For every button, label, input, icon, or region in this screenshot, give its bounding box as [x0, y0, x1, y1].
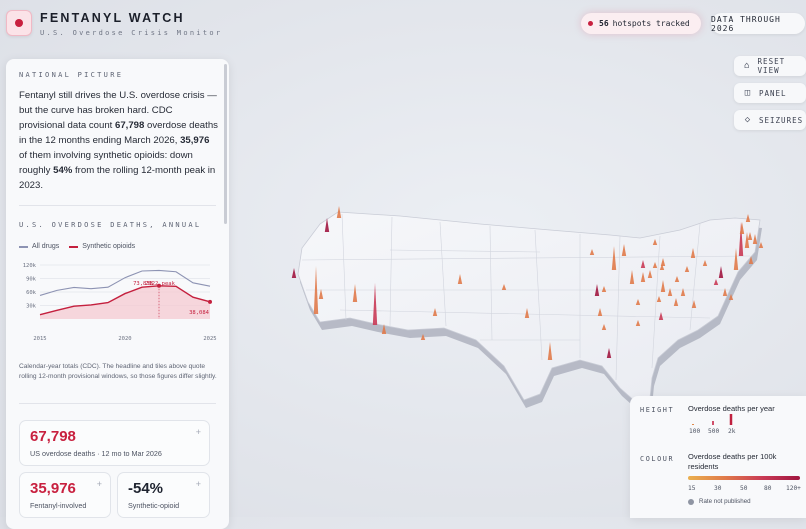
expand-icon: +: [96, 479, 102, 489]
app-logo: [6, 10, 32, 36]
legend-swatch-all: [19, 245, 28, 248]
info-panel[interactable]: NATIONAL PICTURE Fentanyl still drives t…: [6, 59, 229, 529]
x-tick-label: 2015: [33, 336, 46, 342]
intro-deaths: 67,798: [115, 120, 145, 131]
tile-total-value: 67,798: [30, 428, 76, 445]
legend-all-drugs: All drugs: [32, 243, 60, 250]
chart-legend: All drugs Synthetic opioids: [19, 243, 135, 250]
chart-note: Calendar-year totals (CDC). The headline…: [19, 363, 217, 380]
height-scale: [692, 414, 733, 425]
height-tick-3: 2k: [728, 428, 736, 435]
legend-synthetic: Synthetic opioids: [82, 243, 136, 250]
tile-change-value: -54%: [128, 480, 164, 497]
peak-value-label: 73,838: [133, 281, 153, 287]
not-published-label: Rate not published: [699, 498, 751, 505]
latest-value-label: 38,084: [189, 310, 210, 316]
intro-paragraph: Fentanyl still drives the U.S. overdose …: [19, 90, 218, 191]
height-tick-1: 100: [689, 428, 701, 435]
peak-year-label: 2022 peak: [145, 281, 175, 287]
tile-total-label: US overdose deaths · 12 mo to Mar 2026: [30, 449, 162, 458]
x-tick-label: 2025: [203, 336, 216, 342]
y-tick-label: 60k: [26, 290, 37, 296]
tile-change[interactable]: + -54% Synthetic-opioid: [117, 472, 210, 518]
app-subtitle: U.S. Overdose Crisis Monitor: [40, 29, 223, 37]
height-key: HEIGHT: [640, 406, 675, 414]
colour-tick-2: 30: [714, 485, 722, 492]
colour-gradient-bar: [688, 476, 800, 480]
reset-view-label: RESET VIEW: [757, 57, 786, 75]
seizures-label: SEIZURES: [759, 115, 804, 125]
tile-fentanyl[interactable]: + 35,976 Fentanyl-involved: [19, 472, 111, 518]
panel-label: PANEL: [759, 88, 787, 98]
colour-tick-3: 50: [740, 485, 748, 492]
expand-icon: +: [195, 427, 201, 437]
data-through-badge: DATA THROUGH 2026: [711, 13, 805, 34]
home-icon: ⌂: [744, 61, 751, 71]
intro-synthetic: 35,976: [180, 135, 210, 146]
colour-tick-1: 15: [688, 485, 696, 492]
hotspots-count: 56: [599, 19, 609, 28]
x-tick-label: 2020: [118, 336, 131, 342]
synthetic-area: [40, 285, 210, 319]
latest-point: [208, 299, 212, 304]
map-land-surface: [297, 211, 761, 405]
colour-desc: Overdose deaths per 100k residents: [688, 452, 777, 471]
tile-change-label: Synthetic-opioid: [128, 501, 180, 510]
peak-point: [157, 283, 161, 288]
seizures-button[interactable]: ◇ SEIZURES: [734, 110, 806, 130]
tile-fentanyl-value: 35,976: [30, 480, 76, 497]
chart-heading: U.S. OVERDOSE DEATHS, ANNUAL: [19, 221, 202, 229]
hotspots-label: hotspots tracked: [612, 19, 690, 28]
panel-scrollbar[interactable]: [224, 64, 227, 224]
live-dot-icon: [588, 21, 593, 26]
map-legend: HEIGHT Overdose deaths per year 100 500 …: [630, 396, 806, 518]
panel-toggle-button[interactable]: ◫ PANEL: [734, 83, 806, 103]
expand-icon: +: [195, 479, 201, 489]
logo-dot-icon: [15, 19, 23, 27]
diamond-icon: ◇: [744, 115, 752, 125]
y-tick-label: 30k: [26, 304, 37, 310]
tile-fentanyl-label: Fentanyl-involved: [30, 501, 87, 510]
not-published-swatch: [688, 499, 694, 505]
panel-divider-2: [19, 403, 216, 404]
app-title: FENTANYL WATCH: [40, 11, 185, 25]
height-desc: Overdose deaths per year: [688, 404, 775, 413]
y-tick-label: 120k: [23, 263, 37, 269]
hotspots-badge[interactable]: 56 hotspots tracked: [581, 13, 701, 34]
reset-view-button[interactable]: ⌂ RESET VIEW: [734, 56, 806, 76]
national-picture-heading: NATIONAL PICTURE: [19, 71, 124, 79]
colour-key: COLOUR: [640, 455, 675, 463]
y-tick-label: 90k: [26, 277, 37, 283]
panel-icon: ◫: [744, 88, 752, 98]
tile-total-deaths[interactable]: + 67,798 US overdose deaths · 12 mo to M…: [19, 420, 210, 466]
legend-swatch-synthetic: [69, 245, 79, 248]
intro-pct: 54%: [53, 165, 73, 176]
colour-tick-5: 120+: [786, 485, 801, 492]
panel-divider: [19, 205, 216, 206]
synthetic-line: [39, 285, 211, 316]
us-map[interactable]: [280, 190, 780, 420]
height-tick-2: 500: [708, 428, 720, 435]
all-drugs-line: [39, 269, 211, 296]
colour-tick-4: 80: [764, 485, 772, 492]
